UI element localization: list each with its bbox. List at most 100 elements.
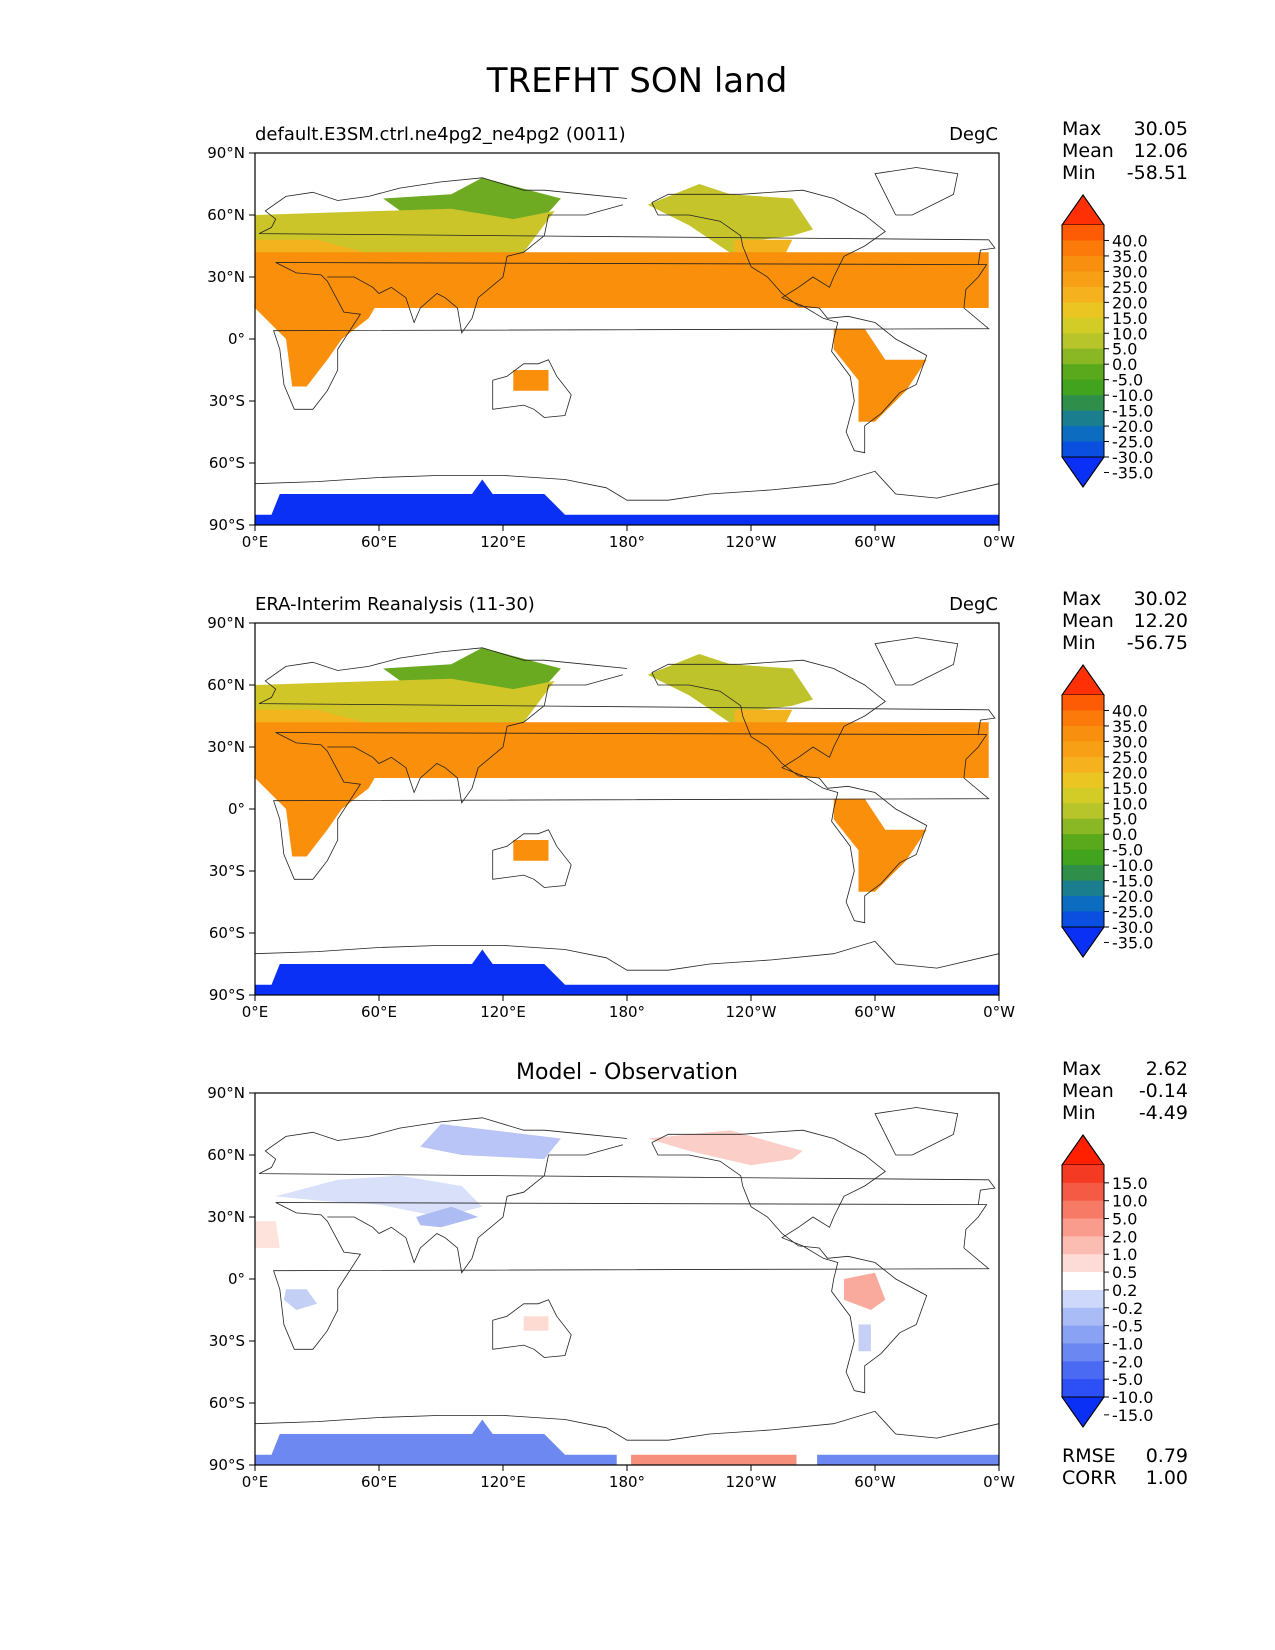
- stat-label: CORR: [1062, 1467, 1117, 1489]
- rmse-corr-block: RMSE 0.79 CORR 1.00: [1062, 1445, 1188, 1489]
- stats-block: Max 30.05 Mean 12.06 Min -58.51: [1062, 118, 1188, 184]
- stats-block: Max 30.02 Mean 12.20 Min -56.75: [1062, 588, 1188, 654]
- y-tick-label: 90°N: [207, 144, 245, 162]
- colorbar-label: 0.2: [1112, 1281, 1137, 1300]
- stat-value: 2.62: [1146, 1058, 1188, 1080]
- x-tick-label: 60°W: [854, 1003, 896, 1021]
- x-tick-label: 180°: [609, 1003, 645, 1021]
- colorbar-segment: [1062, 818, 1104, 835]
- colorbar-segment: [1062, 772, 1104, 789]
- y-tick-label: 0°: [228, 330, 245, 348]
- colorbar-label: -35.0: [1112, 463, 1153, 482]
- field-region-west-edge: [255, 722, 989, 778]
- field-region-africa-diff: [283, 1289, 317, 1310]
- coastline-0: [258, 647, 996, 735]
- field-region-antarctica-diff-blue: [255, 1419, 617, 1465]
- colorbar-segment: [1062, 756, 1104, 773]
- colorbar: 15.010.05.02.01.00.50.2-0.2-0.5-1.0-2.0-…: [1061, 1134, 1153, 1428]
- colorbar-segment: [1062, 441, 1104, 458]
- field-region-south-america: [833, 328, 927, 422]
- colorbar-label: -5.0: [1112, 841, 1143, 860]
- y-tick-label: 60°S: [209, 454, 245, 472]
- map-area: 0°E 60°E 120°E 180° 120°W 60°W 0°W 90°N 60°N 30°N…: [207, 614, 1015, 1021]
- coastline-4: [651, 659, 928, 924]
- colorbar: 40.035.030.025.020.015.010.05.00.0-5.0-1…: [1061, 664, 1153, 958]
- stat-value: -4.49: [1139, 1102, 1188, 1124]
- colorbar-label: -10.0: [1112, 1388, 1153, 1407]
- x-tick-label: 60°E: [361, 533, 397, 551]
- stat-label: Mean: [1062, 1080, 1114, 1102]
- colorbar-label: 5.0: [1112, 1210, 1137, 1229]
- map-area: 0°E 60°E 120°E 180° 120°W 60°W 0°W 90°N 60°N 30°N…: [207, 144, 1015, 551]
- x-tick-label: 120°W: [726, 533, 777, 551]
- y-tick-label: 0°: [228, 800, 245, 818]
- colorbar-label: -10.0: [1112, 386, 1153, 405]
- coastline-3: [492, 1299, 572, 1358]
- panel-units: DegC: [949, 594, 998, 615]
- colorbar-label: -35.0: [1112, 933, 1153, 952]
- stat-label: Min: [1062, 162, 1096, 184]
- stat-label: Mean: [1062, 610, 1114, 632]
- colorbar-segment: [1062, 1254, 1104, 1273]
- colorbar-segment: [1062, 255, 1104, 272]
- colorbar-label: -25.0: [1112, 433, 1153, 452]
- colorbar-segment: [1062, 317, 1104, 334]
- stat-value: 30.05: [1134, 118, 1188, 140]
- colorbar-label: -30.0: [1112, 918, 1153, 937]
- colorbar-segment: [1062, 803, 1104, 820]
- colorbar-label: 10.0: [1112, 324, 1148, 343]
- colorbar-label: 25.0: [1112, 278, 1148, 297]
- x-tick-label: 180°: [609, 533, 645, 551]
- colorbar-segment: [1062, 1307, 1104, 1327]
- stat-label: Mean: [1062, 140, 1114, 162]
- colorbar-label: 1.0: [1112, 1245, 1137, 1264]
- coastline-4: [651, 1129, 928, 1394]
- colorbar-segment: [1062, 395, 1104, 412]
- y-tick-label: 90°N: [207, 614, 245, 632]
- y-tick-label: 30°N: [207, 738, 245, 756]
- field-region-sa-south-diff: [858, 1324, 871, 1352]
- map-background: [255, 1093, 999, 1465]
- field-region-north-america: [647, 654, 813, 737]
- panel-difference: Model - Observation 0°E 60°E 120°E 180° 120°…: [207, 1058, 1188, 1491]
- stat-label: Min: [1062, 632, 1096, 654]
- field-region-west-edge: [255, 252, 989, 308]
- colorbar-label: -15.0: [1112, 402, 1153, 421]
- colorbar-segment: [1062, 286, 1104, 303]
- field-region-australia: [513, 840, 549, 861]
- colorbar-segment: [1062, 725, 1104, 742]
- field-region-antarctica: [255, 949, 999, 995]
- field-region-sahara-diff: [255, 1221, 280, 1248]
- colorbar-extend-max: [1061, 1134, 1105, 1166]
- stat-value: 1.00: [1146, 1467, 1188, 1489]
- x-tick-label: 180°: [609, 1473, 645, 1491]
- colorbar-label: -0.2: [1112, 1299, 1143, 1318]
- colorbar-segment: [1062, 896, 1104, 913]
- stat-label: RMSE: [1062, 1445, 1116, 1467]
- panel-left-title: ERA-Interim Reanalysis (11-30): [255, 594, 535, 615]
- coastline-2: [327, 674, 624, 804]
- colorbar-label: 25.0: [1112, 748, 1148, 767]
- coastline-0: [258, 177, 996, 265]
- x-tick-label: 0°E: [242, 533, 269, 551]
- x-tick-label: 60°W: [854, 1473, 896, 1491]
- stat-label: Min: [1062, 1102, 1096, 1124]
- coastline-3: [492, 829, 572, 888]
- colorbar-label: 15.0: [1112, 309, 1148, 328]
- colorbar-segment: [1062, 348, 1104, 365]
- stat-value: -56.75: [1127, 632, 1188, 654]
- panel-left-title: default.E3SM.ctrl.ne4pg2_ne4pg2 (0011): [255, 124, 626, 145]
- colorbar-segment: [1062, 1379, 1104, 1398]
- colorbar-segment: [1062, 1200, 1104, 1220]
- field-region-tibet-diff: [416, 1206, 479, 1228]
- y-tick-label: 30°S: [209, 392, 245, 410]
- colorbar-segment: [1062, 302, 1104, 319]
- colorbar-label: -15.0: [1112, 1406, 1153, 1425]
- colorbar-label: 10.0: [1112, 1192, 1148, 1211]
- coastline-6: [254, 470, 1000, 501]
- colorbar-segment: [1062, 741, 1104, 758]
- colorbar-segment: [1062, 834, 1104, 851]
- map-background: [255, 153, 999, 525]
- colorbar-extend-max: [1061, 194, 1105, 226]
- colorbar-label: -5.0: [1112, 1370, 1143, 1389]
